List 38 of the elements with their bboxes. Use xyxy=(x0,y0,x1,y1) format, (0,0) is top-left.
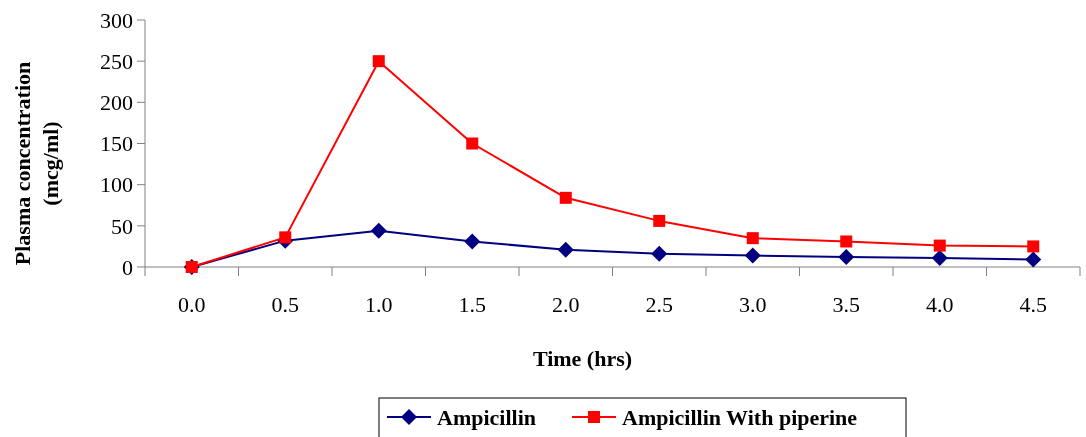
y-tick-label: 200 xyxy=(100,90,133,116)
y-tick-label: 300 xyxy=(100,7,133,33)
x-tick-label: 4.5 xyxy=(1019,292,1047,317)
y-tick-label: 250 xyxy=(100,48,133,74)
x-tick-label: 4.0 xyxy=(926,292,954,317)
point xyxy=(1025,251,1042,268)
point xyxy=(557,241,574,258)
x-tick-label: 1.5 xyxy=(458,292,486,317)
point xyxy=(370,222,387,239)
point xyxy=(464,233,481,250)
point xyxy=(931,249,948,266)
point xyxy=(466,137,479,150)
x-tick-label: 3.0 xyxy=(739,292,767,317)
y-tick-label: 150 xyxy=(100,131,133,157)
x-tick-label: 2.5 xyxy=(645,292,673,317)
point xyxy=(838,249,855,266)
point xyxy=(746,232,759,245)
x-tick-label: 0.5 xyxy=(271,292,299,317)
x-tick-label: 2.0 xyxy=(552,292,580,317)
legend-label: Ampicillin With piperine xyxy=(622,404,858,430)
legend-label: Ampicillin xyxy=(437,404,537,430)
point xyxy=(1027,240,1040,253)
x-tick-label: 1.0 xyxy=(365,292,393,317)
point xyxy=(744,247,761,264)
y-tick-label: 0 xyxy=(122,254,133,280)
point xyxy=(279,231,292,244)
point xyxy=(933,239,946,252)
y-tick-label: 100 xyxy=(100,172,133,198)
x-tick-label: 3.5 xyxy=(832,292,860,317)
y-axis-title: Plasma concentration (mcg/ml) xyxy=(10,61,63,266)
x-tick-label: 0.0 xyxy=(178,292,206,317)
y-tick-label: 50 xyxy=(111,213,133,239)
point xyxy=(651,245,668,262)
point xyxy=(559,191,572,204)
x-axis-title: Time (hrs) xyxy=(532,346,633,371)
point xyxy=(840,235,853,248)
point xyxy=(372,55,385,68)
point xyxy=(653,214,666,227)
